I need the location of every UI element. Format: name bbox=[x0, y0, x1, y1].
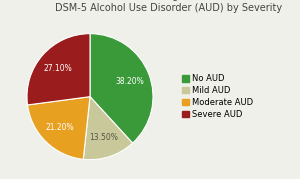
Legend: No AUD, Mild AUD, Moderate AUD, Severe AUD: No AUD, Mild AUD, Moderate AUD, Severe A… bbox=[181, 73, 255, 121]
Wedge shape bbox=[27, 34, 90, 105]
Title: Percent of 251 College Students with a
DSM-5 Alcohol Use Disorder (AUD) by Sever: Percent of 251 College Students with a D… bbox=[55, 0, 282, 13]
Text: 27.10%: 27.10% bbox=[44, 64, 72, 73]
Wedge shape bbox=[28, 97, 90, 159]
Wedge shape bbox=[83, 97, 133, 160]
Text: 21.20%: 21.20% bbox=[46, 123, 74, 132]
Wedge shape bbox=[90, 34, 153, 143]
Text: 38.20%: 38.20% bbox=[116, 77, 144, 86]
Text: 13.50%: 13.50% bbox=[89, 133, 118, 142]
